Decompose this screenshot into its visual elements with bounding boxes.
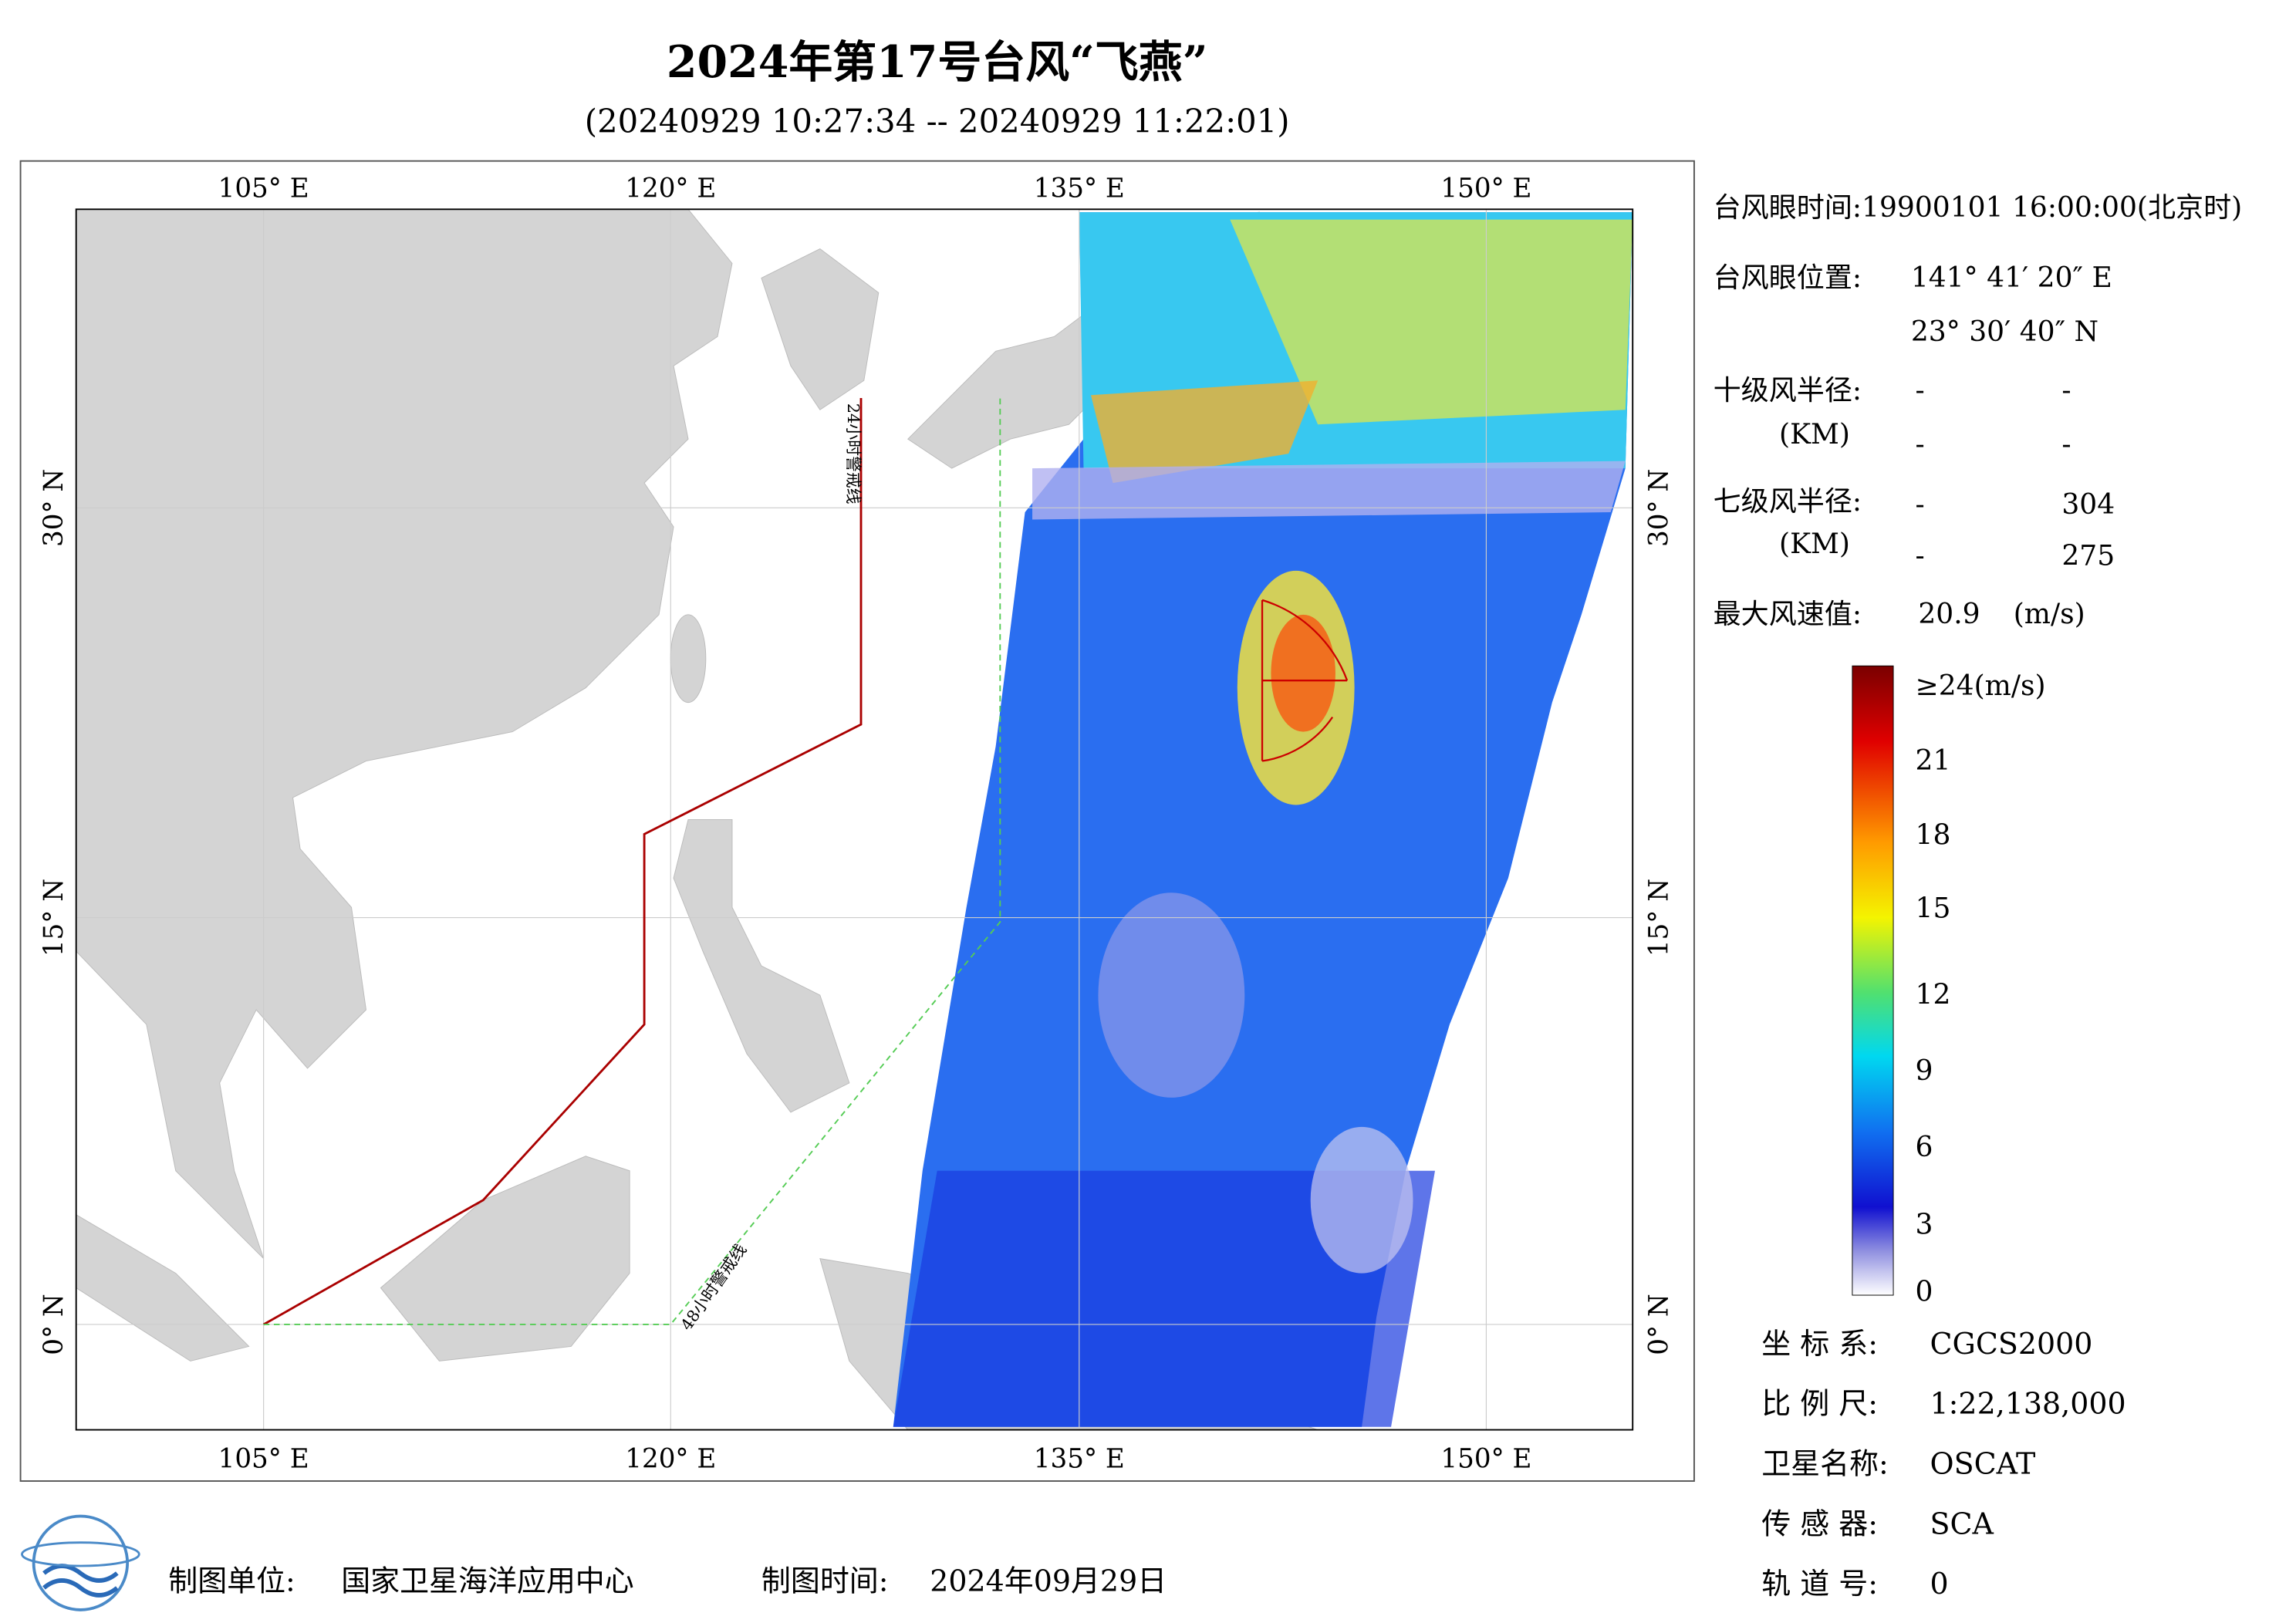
r10-value: - <box>2061 428 2071 461</box>
footer-unit: 国家卫星海洋应用中心 <box>341 1564 633 1598</box>
lat-tick-left: 0° N <box>39 1294 69 1355</box>
meta-value: CGCS2000 <box>1930 1327 2093 1361</box>
ticks: 105° E 105° E 120° E 120° E 135° E 135° E 150°… <box>39 174 1674 1475</box>
meta-label: 坐 标 系: <box>1761 1327 1878 1361</box>
colorbar-label: 6 <box>1916 1131 1933 1163</box>
colorbar-label: ≥24(m/s) <box>1916 670 2046 702</box>
r7-label: 七级风半径: <box>1714 485 1862 518</box>
colorbar-label: 15 <box>1916 892 1951 925</box>
lon-tick-bottom: 135° E <box>1034 1443 1125 1474</box>
colorbar <box>1852 665 1894 1296</box>
meta-value: 1:22,138,000 <box>1930 1387 2126 1421</box>
r10-label: 十级风半径: <box>1714 374 1862 407</box>
info-panel: 台风眼时间:19900101 16:00:00(北京时) 台风眼位置: 141°… <box>1714 191 2243 630</box>
lat-tick-right: 0° N <box>1643 1294 1674 1355</box>
colorbar-label: 9 <box>1916 1054 1933 1087</box>
footer-time-label: 制图时间: <box>761 1564 889 1598</box>
lat-tick-left: 15° N <box>39 879 69 957</box>
meta-label: 轨 道 号: <box>1761 1567 1878 1601</box>
wind-swath <box>893 212 1633 1427</box>
r7-value: 275 <box>2061 539 2115 572</box>
lon-tick-bottom: 150° E <box>1440 1443 1531 1474</box>
title: 2024年第17号台风“飞燕” <box>667 37 1208 88</box>
max-wind-value: 20.9 <box>1918 598 1980 630</box>
footer-time: 2024年09月29日 <box>930 1564 1167 1598</box>
meta-value: OSCAT <box>1930 1447 2036 1481</box>
meta-value: 0 <box>1930 1567 1949 1601</box>
meta-label: 比 例 尺: <box>1761 1387 1878 1421</box>
map-border <box>75 208 1634 1431</box>
meta-value: SCA <box>1930 1507 1994 1540</box>
r10-value: - <box>2061 374 2071 407</box>
colorbar-label: 21 <box>1916 744 1951 777</box>
map-area: 24小时警戒线 48小时警戒线 <box>76 209 1633 1430</box>
meta-label: 传 感 器: <box>1761 1507 1878 1540</box>
colorbar-label: 3 <box>1916 1208 1933 1240</box>
r10-value: - <box>1916 428 1925 461</box>
lon-tick-bottom: 120° E <box>625 1443 716 1474</box>
colorbar-label: 12 <box>1916 979 1951 1011</box>
lon-tick-bottom: 105° E <box>218 1443 309 1474</box>
warning-line-48h <box>263 398 1001 1325</box>
meta-label: 卫星名称: <box>1761 1447 1889 1481</box>
wind-radius <box>1261 599 1349 762</box>
r7-value: 304 <box>2061 488 2115 521</box>
eye-time: 台风眼时间:19900101 16:00:00(北京时) <box>1714 191 2243 224</box>
r7-unit: (KM) <box>1779 528 1850 560</box>
lon-tick-top: 135° E <box>1034 174 1125 204</box>
lon-tick-top: 120° E <box>625 174 716 204</box>
subtitle: (20240929 10:27:34 -- 20240929 11:22:01) <box>585 103 1290 140</box>
metadata: 坐 标 系: CGCS2000 比 例 尺: 1:22,138,000 卫星名称: OSC… <box>1761 1327 2125 1601</box>
lon-tick-top: 150° E <box>1440 174 1531 204</box>
r7-value: - <box>1916 539 1925 572</box>
max-wind-unit: (m/s) <box>2014 598 2085 630</box>
colorbar-label: 18 <box>1916 819 1951 852</box>
lon-tick-top: 105° E <box>218 174 309 204</box>
eye-lat: 23° 30′ 40″ N <box>1911 315 2098 348</box>
logo <box>21 1514 140 1611</box>
r10-unit: (KM) <box>1779 418 1850 450</box>
colorbar-labels: ≥24(m/s) 21 18 15 12 9 6 3 0 <box>1916 670 2046 1308</box>
lat-tick-right: 30° N <box>1643 469 1674 547</box>
r7-value: - <box>1916 488 1925 521</box>
eye-lon: 141° 41′ 20″ E <box>1911 262 2112 294</box>
r10-value: - <box>1916 374 1925 407</box>
lat-tick-left: 30° N <box>39 469 69 547</box>
max-wind-label: 最大风速值: <box>1714 598 1862 630</box>
graticule <box>76 209 1633 1430</box>
warning-label-24h: 24小时警戒线 <box>844 403 863 504</box>
colorbar-label: 0 <box>1916 1276 1933 1308</box>
warning-line-24h <box>262 398 863 1326</box>
lat-tick-right: 15° N <box>1643 879 1674 957</box>
footer-unit-label: 制图单位: <box>168 1564 295 1598</box>
eye-position-label: 台风眼位置: <box>1714 262 1862 294</box>
